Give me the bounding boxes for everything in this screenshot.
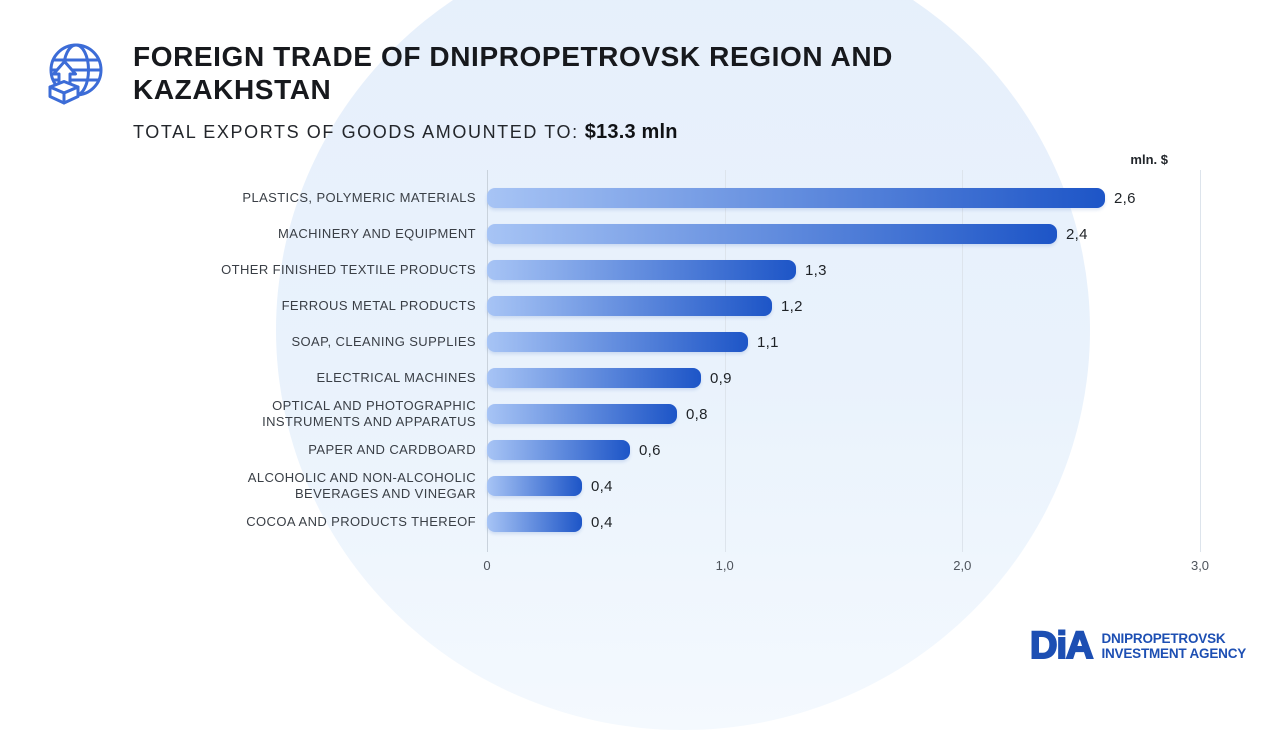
category-label: ALCOHOLIC AND NON-ALCOHOLIC BEVERAGES AN… xyxy=(247,470,476,501)
globe-export-icon xyxy=(48,43,103,105)
bar-track: 0,8 xyxy=(487,396,1280,432)
chart-row: ALCOHOLIC AND NON-ALCOHOLIC BEVERAGES AN… xyxy=(0,468,1280,504)
bar xyxy=(487,368,701,388)
bar xyxy=(487,476,582,496)
org-name: DNIPROPETROVSK INVESTMENT AGENCY xyxy=(1101,631,1246,662)
bar xyxy=(487,404,677,424)
bar xyxy=(487,224,1057,244)
bar-value-label: 1,1 xyxy=(757,333,779,351)
chart-row: SOAP, CLEANING SUPPLIES 1,1 xyxy=(0,324,1280,360)
bar-track: 1,3 xyxy=(487,252,1280,288)
org-name-line2: INVESTMENT AGENCY xyxy=(1101,646,1247,661)
x-tick-label: 1,0 xyxy=(715,558,734,573)
bar xyxy=(487,188,1105,208)
page-subtitle: TOTAL EXPORTS OF GOODS AMOUNTED TO: $13.3… xyxy=(133,121,678,144)
chart-row: PLASTICS, POLYMERIC MATERIALS 2,6 xyxy=(0,180,1280,216)
bar-value-label: 0,4 xyxy=(591,513,613,531)
bar-value-label: 1,2 xyxy=(781,297,803,315)
gridline-3,0 xyxy=(1200,170,1201,552)
bar-value-label: 0,6 xyxy=(639,441,661,459)
bar-value-label: 2,4 xyxy=(1066,225,1088,243)
chart-row: MACHINERY AND EQUIPMENT 2,4 xyxy=(0,216,1280,252)
x-tick-label: 2,0 xyxy=(953,558,972,573)
bar-track: 0,4 xyxy=(487,468,1280,504)
bar-track: 0,9 xyxy=(487,360,1280,396)
x-tick-label: 3,0 xyxy=(1190,558,1210,573)
bar-track: 0,6 xyxy=(487,432,1280,468)
chart-row: FERROUS METAL PRODUCTS 1,2 xyxy=(0,288,1280,324)
bar-track: 2,4 xyxy=(487,216,1280,252)
bar-chart: PLASTICS, POLYMERIC MATERIALS 2,6 MACHINER… xyxy=(0,170,1280,580)
gridline-0 xyxy=(487,170,488,552)
axis-unit-label: mln. $ xyxy=(1130,152,1168,167)
chart-row: OPTICAL AND PHOTOGRAPHIC INSTRUMENTS AND… xyxy=(0,396,1280,432)
gridline-1,0 xyxy=(724,170,726,552)
subtitle-value: $13.3 mln xyxy=(584,121,678,143)
category-label: OPTICAL AND PHOTOGRAPHIC INSTRUMENTS AND… xyxy=(262,398,476,429)
bar xyxy=(487,332,748,352)
category-label: FERROUS METAL PRODUCTS xyxy=(281,298,476,313)
org-name-line1: DNIPROPETROVSK xyxy=(1101,630,1226,646)
gridline-2,0 xyxy=(962,170,964,552)
chart-rows: PLASTICS, POLYMERIC MATERIALS 2,6 MACHINER… xyxy=(0,180,1280,540)
subtitle-label: TOTAL EXPORTS OF GOODS AMOUNTED TO: xyxy=(133,122,579,142)
chart-row: ELECTRICAL MACHINES 0,9 xyxy=(0,360,1280,396)
chart-row: PAPER AND CARDBOARD 0,6 xyxy=(0,432,1280,468)
bar xyxy=(487,440,630,460)
category-label: OTHER FINISHED TEXTILE PRODUCTS xyxy=(221,262,476,277)
bar-value-label: 1,3 xyxy=(805,261,827,279)
category-label: MACHINERY AND EQUIPMENT xyxy=(278,226,476,241)
bar-value-label: 0,9 xyxy=(710,369,732,387)
bar-track: 2,6 xyxy=(487,180,1280,216)
bar-value-label: 2,6 xyxy=(1114,189,1136,207)
x-tick-label: 0 xyxy=(483,558,491,573)
category-label: PAPER AND CARDBOARD xyxy=(308,442,476,457)
bar-value-label: 0,8 xyxy=(686,405,708,423)
category-label: COCOA AND PRODUCTS THEREOF xyxy=(246,514,476,529)
page-title: FOREIGN TRADE OF DNIPROPETROVSK REGION A… xyxy=(133,41,893,105)
category-label: ELECTRICAL MACHINES xyxy=(316,370,476,385)
dia-logo: DiA xyxy=(1029,625,1094,667)
bar-value-label: 0,4 xyxy=(591,477,613,495)
category-label: PLASTICS, POLYMERIC MATERIALS xyxy=(242,190,476,205)
bar xyxy=(487,512,582,532)
chart-row: OTHER FINISHED TEXTILE PRODUCTS 1,3 xyxy=(0,252,1280,288)
footer-brand: DiA DNIPROPETROVSK INVESTMENT AGENCY xyxy=(1029,625,1246,667)
category-label: SOAP, CLEANING SUPPLIES xyxy=(291,334,476,349)
bar xyxy=(487,296,772,316)
bar-track: 1,1 xyxy=(487,324,1280,360)
bar-track: 0,4 xyxy=(487,504,1280,540)
bar xyxy=(487,260,796,280)
bar-track: 1,2 xyxy=(487,288,1280,324)
chart-row: COCOA AND PRODUCTS THEREOF 0,4 xyxy=(0,504,1280,540)
background-blob xyxy=(276,0,1090,730)
